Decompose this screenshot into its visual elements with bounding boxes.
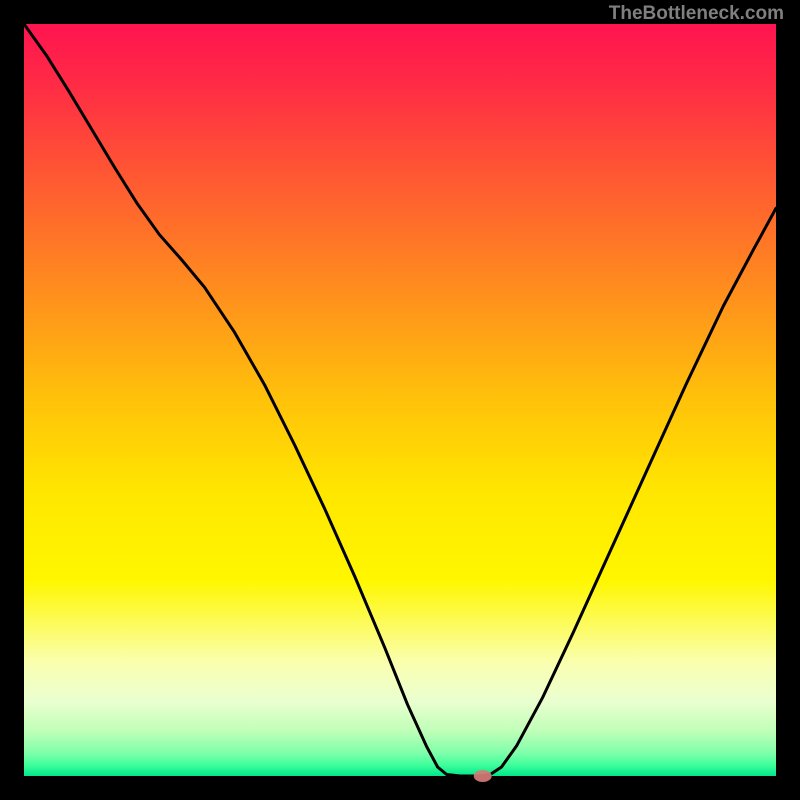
watermark-text: TheBottleneck.com bbox=[609, 3, 784, 25]
plot-area bbox=[24, 24, 776, 776]
current-config-marker bbox=[474, 770, 492, 782]
chart-svg bbox=[0, 0, 800, 800]
bottleneck-chart: TheBottleneck.com bbox=[0, 0, 800, 800]
